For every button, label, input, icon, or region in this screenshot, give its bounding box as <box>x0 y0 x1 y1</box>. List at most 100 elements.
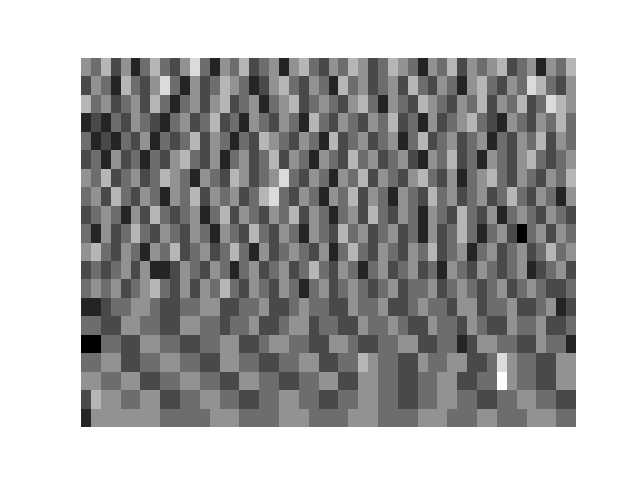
heatmap-cell <box>239 279 249 298</box>
heatmap-cell <box>279 335 289 354</box>
heatmap-cell <box>447 261 457 280</box>
heatmap-cell <box>437 335 447 354</box>
heatmap-cell <box>418 298 428 317</box>
heatmap-cell <box>269 243 279 262</box>
heatmap-cell <box>210 316 220 335</box>
heatmap-cell <box>180 279 190 298</box>
heatmap-cell <box>507 316 517 335</box>
heatmap-cell <box>348 261 358 280</box>
heatmap-cell <box>121 279 131 298</box>
heatmap-cell <box>249 113 259 132</box>
heatmap-cell <box>210 390 220 409</box>
heatmap-cell <box>378 279 388 298</box>
heatmap-cell <box>517 206 527 225</box>
heatmap-cell <box>507 261 517 280</box>
heatmap-cell <box>279 76 289 95</box>
heatmap-cell <box>546 113 556 132</box>
heatmap-cell <box>299 372 309 391</box>
heatmap-cell <box>200 243 210 262</box>
heatmap-cell <box>220 132 230 151</box>
heatmap-cell <box>121 298 131 317</box>
heatmap-cell <box>477 353 487 372</box>
heatmap-cell <box>131 113 141 132</box>
heatmap-cell <box>329 390 339 409</box>
heatmap-cell <box>101 95 111 114</box>
heatmap-cell <box>140 150 150 169</box>
heatmap-cell <box>527 95 537 114</box>
heatmap-cell <box>368 409 378 427</box>
heatmap-cell <box>131 169 141 188</box>
heatmap-cell <box>497 58 507 77</box>
heatmap-cell <box>408 132 418 151</box>
heatmap-cell <box>497 353 507 372</box>
heatmap-cell <box>309 150 319 169</box>
heatmap-cell <box>150 95 160 114</box>
heatmap-cell <box>269 409 279 427</box>
heatmap-cell <box>378 95 388 114</box>
heatmap-cell <box>477 132 487 151</box>
heatmap-cell <box>160 261 170 280</box>
heatmap-cell <box>368 187 378 206</box>
heatmap-cell <box>556 132 566 151</box>
heatmap-cell <box>150 243 160 262</box>
heatmap-cell <box>249 372 259 391</box>
heatmap-cell <box>299 409 309 427</box>
heatmap-cell <box>348 113 358 132</box>
heatmap-cell <box>329 353 339 372</box>
heatmap-cell <box>269 76 279 95</box>
heatmap-cell <box>368 279 378 298</box>
heatmap-cell <box>239 298 249 317</box>
heatmap-cell <box>190 224 200 243</box>
heatmap-cell <box>140 58 150 77</box>
heatmap-cell <box>269 206 279 225</box>
heatmap-cell <box>546 353 556 372</box>
heatmap-cell <box>220 409 230 427</box>
heatmap-cell <box>160 224 170 243</box>
heatmap-cell <box>408 353 418 372</box>
heatmap-cell <box>249 206 259 225</box>
heatmap-cell <box>91 169 101 188</box>
heatmap-cell <box>319 353 329 372</box>
heatmap-cell <box>477 113 487 132</box>
heatmap-cell <box>418 224 428 243</box>
heatmap-cell <box>150 150 160 169</box>
heatmap-cell <box>497 150 507 169</box>
heatmap-cell <box>487 132 497 151</box>
heatmap-cell <box>249 76 259 95</box>
heatmap-cell <box>348 132 358 151</box>
heatmap-cell <box>121 206 131 225</box>
heatmap-cell <box>348 335 358 354</box>
heatmap-cell <box>239 224 249 243</box>
heatmap-cell <box>101 353 111 372</box>
heatmap-cell <box>121 261 131 280</box>
heatmap-cell <box>299 206 309 225</box>
heatmap-cell <box>299 298 309 317</box>
heatmap-cell <box>487 95 497 114</box>
heatmap-cell <box>180 76 190 95</box>
heatmap-cell <box>131 224 141 243</box>
heatmap-cell <box>91 316 101 335</box>
heatmap-cell <box>517 335 527 354</box>
heatmap-cell <box>81 390 91 409</box>
heatmap-cell <box>121 243 131 262</box>
heatmap-cell <box>91 187 101 206</box>
heatmap-cell <box>269 353 279 372</box>
heatmap-cell <box>319 261 329 280</box>
heatmap-cell <box>546 187 556 206</box>
heatmap-cell <box>279 206 289 225</box>
heatmap-cell <box>309 298 319 317</box>
heatmap-cell <box>358 95 368 114</box>
heatmap-cell <box>269 113 279 132</box>
heatmap-cell <box>230 132 240 151</box>
heatmap-cell <box>111 261 121 280</box>
heatmap-cell <box>566 58 576 77</box>
heatmap-cell <box>368 372 378 391</box>
heatmap-cell <box>210 58 220 77</box>
heatmap-cell <box>170 224 180 243</box>
heatmap-cell <box>467 113 477 132</box>
heatmap-cell <box>309 169 319 188</box>
heatmap-cell <box>200 95 210 114</box>
heatmap-cell <box>428 243 438 262</box>
heatmap-cell <box>269 261 279 280</box>
heatmap-cell <box>111 409 121 427</box>
